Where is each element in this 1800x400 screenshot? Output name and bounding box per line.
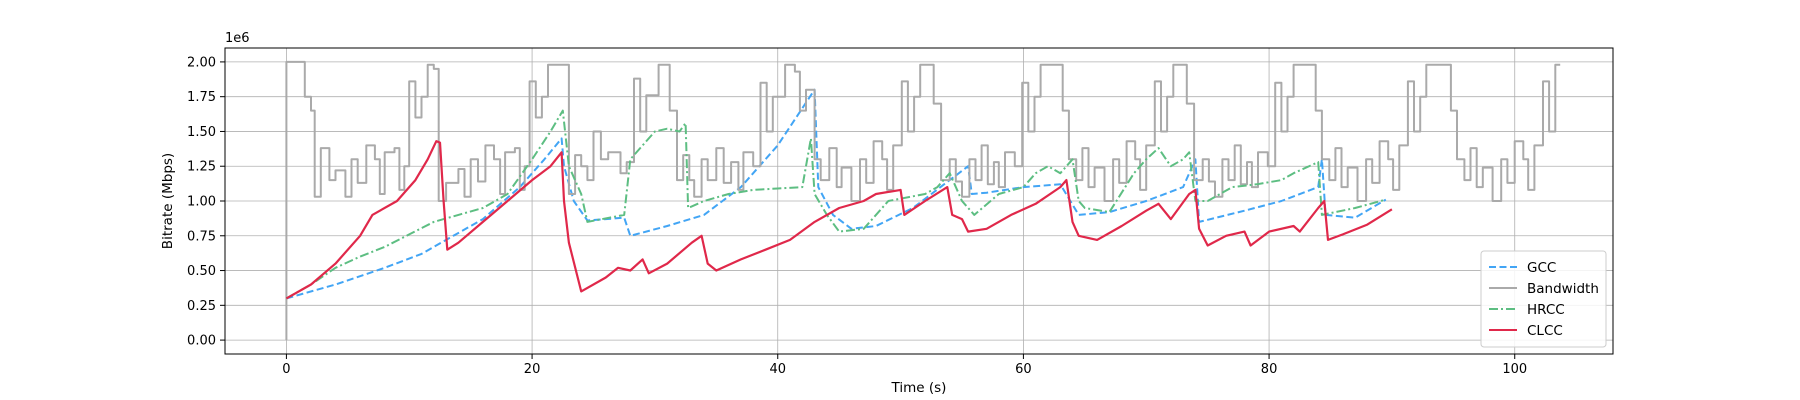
x-tick-label: 60 [1015, 362, 1032, 377]
series-line-bandwidth [285, 60, 1561, 341]
legend-label-gcc: GCC [1527, 260, 1556, 276]
x-tick-label: 0 [282, 362, 290, 377]
grid-lines [225, 48, 1613, 354]
series-line-hrcc [285, 109, 1387, 300]
x-axis-label: Time (s) [891, 380, 947, 396]
legend-label-hrcc: HRCC [1527, 302, 1565, 318]
y-axis-label: Bitrate (Mbps) [160, 153, 176, 249]
y-tick-label: 2.00 [187, 55, 216, 70]
y-tick-label: 1.00 [187, 195, 216, 210]
series-line-gcc [286, 88, 1387, 300]
legend: GCC Bandwidth HRCC CLCC [1480, 250, 1607, 348]
y-tick-label: 1.25 [187, 160, 216, 175]
axis-ticks: 0 20 40 60 80 100 0.00 0.25 0.50 0.75 1.00 1.25 1.50… [187, 55, 1527, 377]
y-tick-label: 0.75 [187, 229, 216, 244]
series-line-clcc [285, 140, 1393, 300]
y-axis-offset-label: 1e6 [225, 31, 250, 46]
y-tick-label: 1.75 [187, 90, 216, 105]
y-tick-label: 1.50 [187, 125, 216, 140]
y-tick-label: 0.50 [187, 264, 216, 279]
series-lines [285, 60, 1561, 341]
x-tick-label: 80 [1261, 362, 1278, 377]
x-tick-label: 40 [769, 362, 786, 377]
x-tick-label: 20 [524, 362, 541, 377]
legend-box [1480, 250, 1607, 348]
y-tick-label: 0.25 [187, 299, 216, 314]
legend-label-bandwidth: Bandwidth [1527, 281, 1599, 297]
legend-label-clcc: CLCC [1527, 323, 1563, 339]
x-tick-label: 100 [1502, 362, 1527, 377]
y-tick-label: 0.00 [187, 334, 216, 349]
